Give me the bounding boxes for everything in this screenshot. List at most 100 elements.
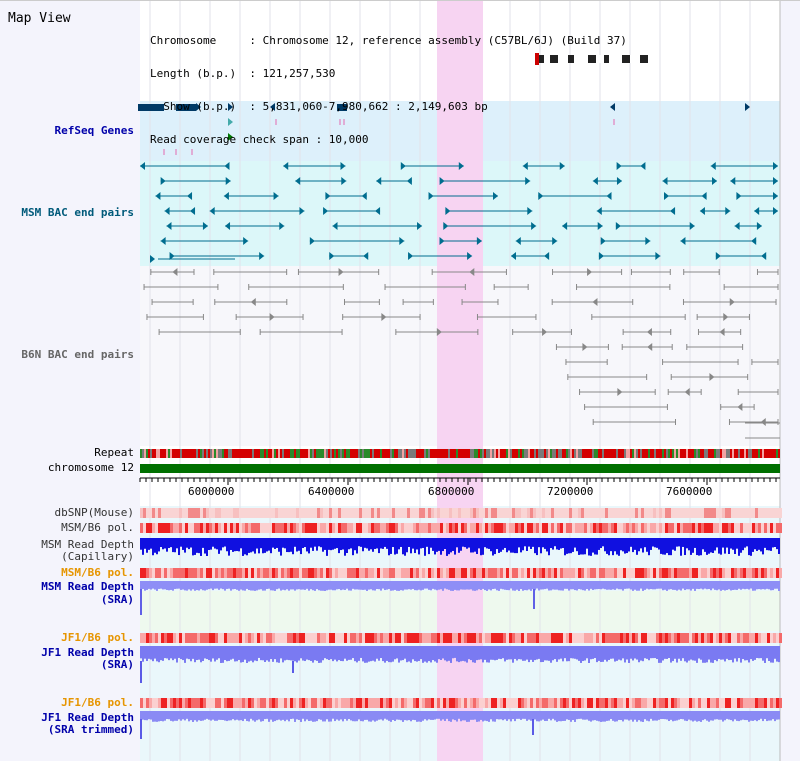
jf1-b6-pol-heat-cell <box>635 633 638 643</box>
msm-b6-pol-sra-heat-cell <box>170 568 173 578</box>
dbsnp-heat-cell <box>299 508 302 518</box>
track-label-msm-depth-sra[interactable]: MSM Read Depth <box>41 580 134 593</box>
repeat-segment <box>606 449 608 458</box>
jf1-b6-pol-heat-cell <box>767 633 770 643</box>
dbsnp-heat-cell <box>227 508 230 518</box>
msm-sra-depth-bar <box>300 581 302 590</box>
repeat-segment <box>472 449 474 458</box>
track-label-repeat[interactable]: Repeat <box>94 446 134 459</box>
repeat-segment <box>302 449 304 458</box>
msm-b6-pol-sra-heat-cell <box>689 568 692 578</box>
msm-capillary-depth-bar <box>730 538 732 549</box>
msm-capillary-depth-bar <box>322 538 324 552</box>
msm-capillary-depth-bar <box>170 538 172 548</box>
msm-b6-pol-heat-cell <box>446 523 449 533</box>
jf1-trim-depth-bar <box>564 711 566 721</box>
repeat-segment <box>584 449 586 458</box>
msm-capillary-depth-bar <box>602 538 604 547</box>
msm-sra-depth-bar <box>398 581 400 591</box>
track-label-jf1-depth-trim[interactable]: JF1 Read Depth <box>41 711 134 724</box>
repeat-segment <box>534 449 536 458</box>
jf1-sra-depth-bar <box>518 646 520 660</box>
msm-sra-depth-bar <box>212 581 214 591</box>
msm-capillary-depth-bar <box>708 538 710 554</box>
msm-b6-pol-sra-heat-cell <box>368 568 371 578</box>
repeat-segment <box>778 449 780 458</box>
track-label-jf1-depth-sra[interactable]: JF1 Read Depth <box>41 646 134 659</box>
msm-bac-end-arrow <box>730 177 736 185</box>
msm-b6-pol-sra-heat-cell <box>749 568 752 578</box>
msm-bac-end-arrow <box>399 237 405 245</box>
msm-sra-depth-bar <box>554 581 556 590</box>
jf1-sra-depth-bar <box>592 646 594 659</box>
jf1-b6-pol-2-heat-cell <box>632 698 635 708</box>
msm-sra-depth-bar <box>176 581 178 589</box>
jf1-trim-depth-bar <box>770 711 772 721</box>
msm-b6-pol-heat-cell <box>485 523 488 533</box>
msm-b6-pol-sra-heat-cell <box>473 568 476 578</box>
track-label-msm-bac[interactable]: MSM BAC end pairs <box>21 206 134 219</box>
repeat-segment <box>530 449 532 458</box>
track-label-refseq[interactable]: RefSeq Genes <box>54 124 134 137</box>
msm-capillary-depth-bar <box>406 538 408 553</box>
repeat-segment <box>238 449 240 458</box>
repeat-segment <box>770 449 772 458</box>
msm-sra-depth-bar <box>654 581 656 590</box>
msm-b6-pol-sra-heat-cell <box>551 568 554 578</box>
jf1-trim-depth-bar <box>526 711 528 721</box>
jf1-b6-pol-2-heat-cell <box>473 698 476 708</box>
jf1-b6-pol-2-heat-cell <box>773 698 776 708</box>
msm-capillary-depth-bar <box>438 538 440 551</box>
msm-b6-pol-sra-heat-cell <box>659 568 662 578</box>
track-label-msm-depth-cap[interactable]: MSM Read Depth <box>41 538 134 551</box>
jf1-b6-pol-heat-cell <box>713 633 716 643</box>
jf1-b6-pol-2-heat-cell <box>554 698 557 708</box>
msm-b6-pol-sra-heat-cell <box>707 568 710 578</box>
track-label-msm-b6-pol-sra[interactable]: MSM/B6 pol. <box>61 566 134 579</box>
jf1-trim-depth-bar <box>362 711 364 722</box>
track-label-jf1-b6-pol-2[interactable]: JF1/B6 pol. <box>61 696 134 709</box>
msm-capillary-depth-bar <box>738 538 740 556</box>
msm-sra-depth-bar <box>498 581 500 591</box>
jf1-b6-pol-2-heat-cell <box>254 698 257 708</box>
repeat-segment <box>172 449 174 458</box>
msm-sra-depth-bar <box>644 581 646 590</box>
msm-b6-pol-heat-cell <box>752 523 755 533</box>
jf1-trim-depth-bar <box>760 711 762 719</box>
track-label-chromosome[interactable]: chromosome 12 <box>47 461 134 474</box>
jf1-sra-depth-bar <box>210 646 212 662</box>
jf1-sra-depth-bar <box>228 646 230 661</box>
track-label-dbsnp[interactable]: dbSNP(Mouse) <box>54 506 134 519</box>
msm-sra-depth-bar <box>514 581 516 591</box>
jf1-trim-depth-bar <box>152 711 154 722</box>
jf1-sra-depth-bar <box>230 646 232 660</box>
jf1-b6-pol-2-heat-cell <box>224 698 227 708</box>
jf1-b6-pol-2-heat-cell <box>332 698 335 708</box>
msm-capillary-depth-bar <box>500 538 502 552</box>
jf1-b6-pol-heat-cell <box>656 633 659 643</box>
track-label-msm-b6-pol[interactable]: MSM/B6 pol. <box>61 521 134 534</box>
jf1-sra-depth-bar <box>640 646 642 661</box>
msm-b6-pol-heat-cell <box>719 523 722 533</box>
repeat-segment <box>400 449 402 458</box>
repeat-segment <box>334 449 336 458</box>
msm-sra-depth-bar <box>386 581 388 590</box>
track-label-jf1-b6-pol[interactable]: JF1/B6 pol. <box>61 631 134 644</box>
msm-sra-depth-bar <box>264 581 266 591</box>
msm-sra-depth-bar <box>380 581 382 591</box>
msm-capillary-depth-bar <box>446 538 448 556</box>
msm-b6-pol-sra-heat-cell <box>611 568 614 578</box>
jf1-sra-depth-bar <box>538 646 540 659</box>
jf1-b6-pol-2-heat-cell <box>368 698 371 708</box>
jf1-b6-pol-2-heat-cell <box>590 698 593 708</box>
msm-capillary-depth-bar <box>606 538 608 554</box>
msm-capillary-depth-bar <box>596 538 598 555</box>
jf1-sra-depth-bar <box>330 646 332 660</box>
dbsnp-heat-cell <box>695 508 698 518</box>
track-label-b6n-bac[interactable]: B6N BAC end pairs <box>21 348 134 361</box>
jf1-b6-pol-heat-cell <box>452 633 455 643</box>
msm-sra-depth-bar <box>486 581 488 591</box>
jf1-b6-pol-heat-cell <box>557 633 560 643</box>
msm-b6-pol-heat-cell <box>695 523 698 533</box>
